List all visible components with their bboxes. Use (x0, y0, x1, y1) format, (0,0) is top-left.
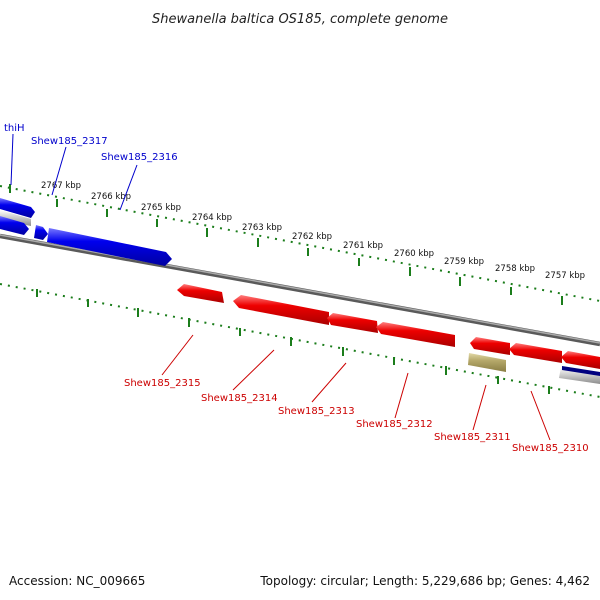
genome-backbone (0, 233, 600, 347)
topology-text: Topology: circular; Length: 5,229,686 bp… (260, 574, 590, 588)
forward-tick-track (0, 185, 600, 302)
gene-label-shew185-2314: Shew185_2314 (201, 393, 278, 404)
gene-label-shew185-2315: Shew185_2315 (124, 378, 201, 389)
kbp-tick-label: 2761 kbp (343, 241, 383, 251)
gene-arrow (233, 295, 329, 325)
gene-arrow (34, 225, 48, 240)
kbp-tick-label: 2760 kbp (394, 249, 434, 259)
accession-text: Accession: NC_009665 (9, 574, 146, 588)
gene-arrow (47, 228, 172, 266)
map-title: Shewanella baltica OS185, complete genom… (152, 12, 448, 27)
gene-arrow (0, 216, 29, 235)
other-feature (468, 353, 506, 372)
kbp-tick-label: 2758 kbp (495, 264, 535, 274)
gene-label-shew185-2312: Shew185_2312 (356, 419, 433, 430)
kbp-tick-label: 2762 kbp (292, 232, 332, 242)
gene-label-shew185-2317: Shew185_2317 (31, 136, 108, 147)
gene-label-shew185-2311: Shew185_2311 (434, 432, 511, 443)
gene-arrow (470, 337, 510, 355)
kbp-tick-label: 2757 kbp (545, 271, 585, 281)
reverse-gene-leaders (161, 334, 551, 441)
gene-arrow (177, 284, 224, 303)
genome-backbone-highlight (0, 234, 600, 344)
forward-major-ticks (9, 184, 563, 305)
forward-gene-leaders (10, 133, 138, 211)
kbp-tick-label: 2759 kbp (444, 257, 484, 267)
kbp-tick-label: 2763 kbp (242, 223, 282, 233)
forward-gene-arrows (0, 198, 172, 266)
kbp-tick-label: 2765 kbp (141, 203, 181, 213)
gene-label-shew185-2316: Shew185_2316 (101, 152, 178, 163)
gene-arrow (561, 351, 600, 369)
reverse-gene-arrows (177, 284, 600, 384)
other-feature (562, 366, 600, 376)
gene-arrow (0, 210, 31, 226)
gene-arrow (376, 322, 455, 347)
gene-arrow (0, 198, 35, 218)
reverse-major-ticks (36, 289, 550, 394)
other-feature (559, 367, 600, 384)
kbp-tick-label: 2767 kbp (41, 181, 81, 191)
gene-arrow (509, 343, 562, 363)
kbp-tick-label: 2764 kbp (192, 213, 232, 223)
gene-label-thiH: thiH (4, 123, 25, 134)
gene-arrow (327, 313, 378, 333)
kbp-tick-label: 2766 kbp (91, 192, 131, 202)
gene-label-shew185-2310: Shew185_2310 (512, 443, 589, 454)
reverse-tick-track (0, 283, 600, 398)
gene-label-shew185-2313: Shew185_2313 (278, 406, 355, 417)
